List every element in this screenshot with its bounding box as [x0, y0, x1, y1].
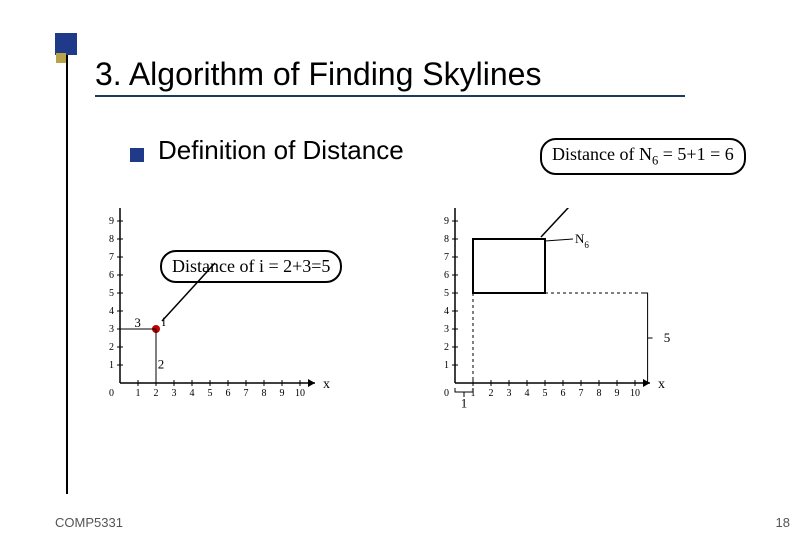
svg-text:3: 3: [507, 388, 512, 399]
footer-course: COMP5331: [55, 515, 123, 530]
svg-text:5: 5: [664, 330, 671, 345]
svg-text:0: 0: [109, 388, 114, 399]
svg-text:1: 1: [136, 388, 141, 399]
svg-text:10: 10: [439, 208, 449, 209]
svg-text:2: 2: [109, 342, 114, 353]
footer-page: 18: [776, 515, 790, 530]
svg-text:7: 7: [444, 252, 449, 263]
svg-text:1: 1: [444, 360, 449, 371]
svg-text:8: 8: [262, 388, 267, 399]
svg-text:3: 3: [134, 315, 141, 330]
svg-text:2: 2: [489, 388, 494, 399]
svg-text:6: 6: [444, 270, 449, 281]
svg-text:N6: N6: [575, 231, 589, 250]
svg-text:7: 7: [244, 388, 249, 399]
callout-distance-n6: Distance of N6 = 5+1 = 6: [540, 138, 746, 175]
page-title: 3. Algorithm of Finding Skylines: [95, 56, 685, 93]
svg-text:4: 4: [444, 306, 449, 317]
svg-text:7: 7: [109, 252, 114, 263]
svg-text:8: 8: [109, 234, 114, 245]
svg-text:5: 5: [208, 388, 213, 399]
svg-text:5: 5: [444, 288, 449, 299]
svg-text:6: 6: [561, 388, 566, 399]
svg-text:10: 10: [630, 388, 640, 399]
svg-text:1: 1: [461, 396, 468, 411]
svg-text:x: x: [658, 377, 665, 392]
chart-right: 11223344556677889910100xyN615: [435, 208, 695, 448]
svg-text:2: 2: [154, 388, 159, 399]
svg-text:8: 8: [597, 388, 602, 399]
svg-text:6: 6: [109, 270, 114, 281]
title-underline: [95, 95, 685, 97]
svg-text:1: 1: [109, 360, 114, 371]
svg-text:3: 3: [444, 324, 449, 335]
svg-text:9: 9: [444, 216, 449, 227]
bullet-square: [130, 148, 144, 162]
svg-text:3: 3: [109, 324, 114, 335]
svg-text:9: 9: [615, 388, 620, 399]
svg-text:4: 4: [525, 388, 530, 399]
svg-text:0: 0: [444, 388, 449, 399]
subheading: Definition of Distance: [158, 135, 404, 166]
svg-text:10: 10: [295, 388, 305, 399]
svg-text:2: 2: [444, 342, 449, 353]
title-block: 3. Algorithm of Finding Skylines: [95, 56, 685, 97]
svg-text:9: 9: [109, 216, 114, 227]
svg-text:9: 9: [280, 388, 285, 399]
svg-text:5: 5: [109, 288, 114, 299]
svg-text:6: 6: [226, 388, 231, 399]
svg-text:8: 8: [444, 234, 449, 245]
svg-text:10: 10: [104, 208, 114, 209]
svg-text:4: 4: [109, 306, 114, 317]
svg-text:4: 4: [190, 388, 195, 399]
svg-text:3: 3: [172, 388, 177, 399]
svg-text:x: x: [323, 377, 330, 392]
chart-left: 11223344556677889910100xyi23: [100, 208, 360, 448]
svg-text:2: 2: [158, 357, 165, 372]
svg-text:7: 7: [579, 388, 584, 399]
svg-text:5: 5: [543, 388, 548, 399]
